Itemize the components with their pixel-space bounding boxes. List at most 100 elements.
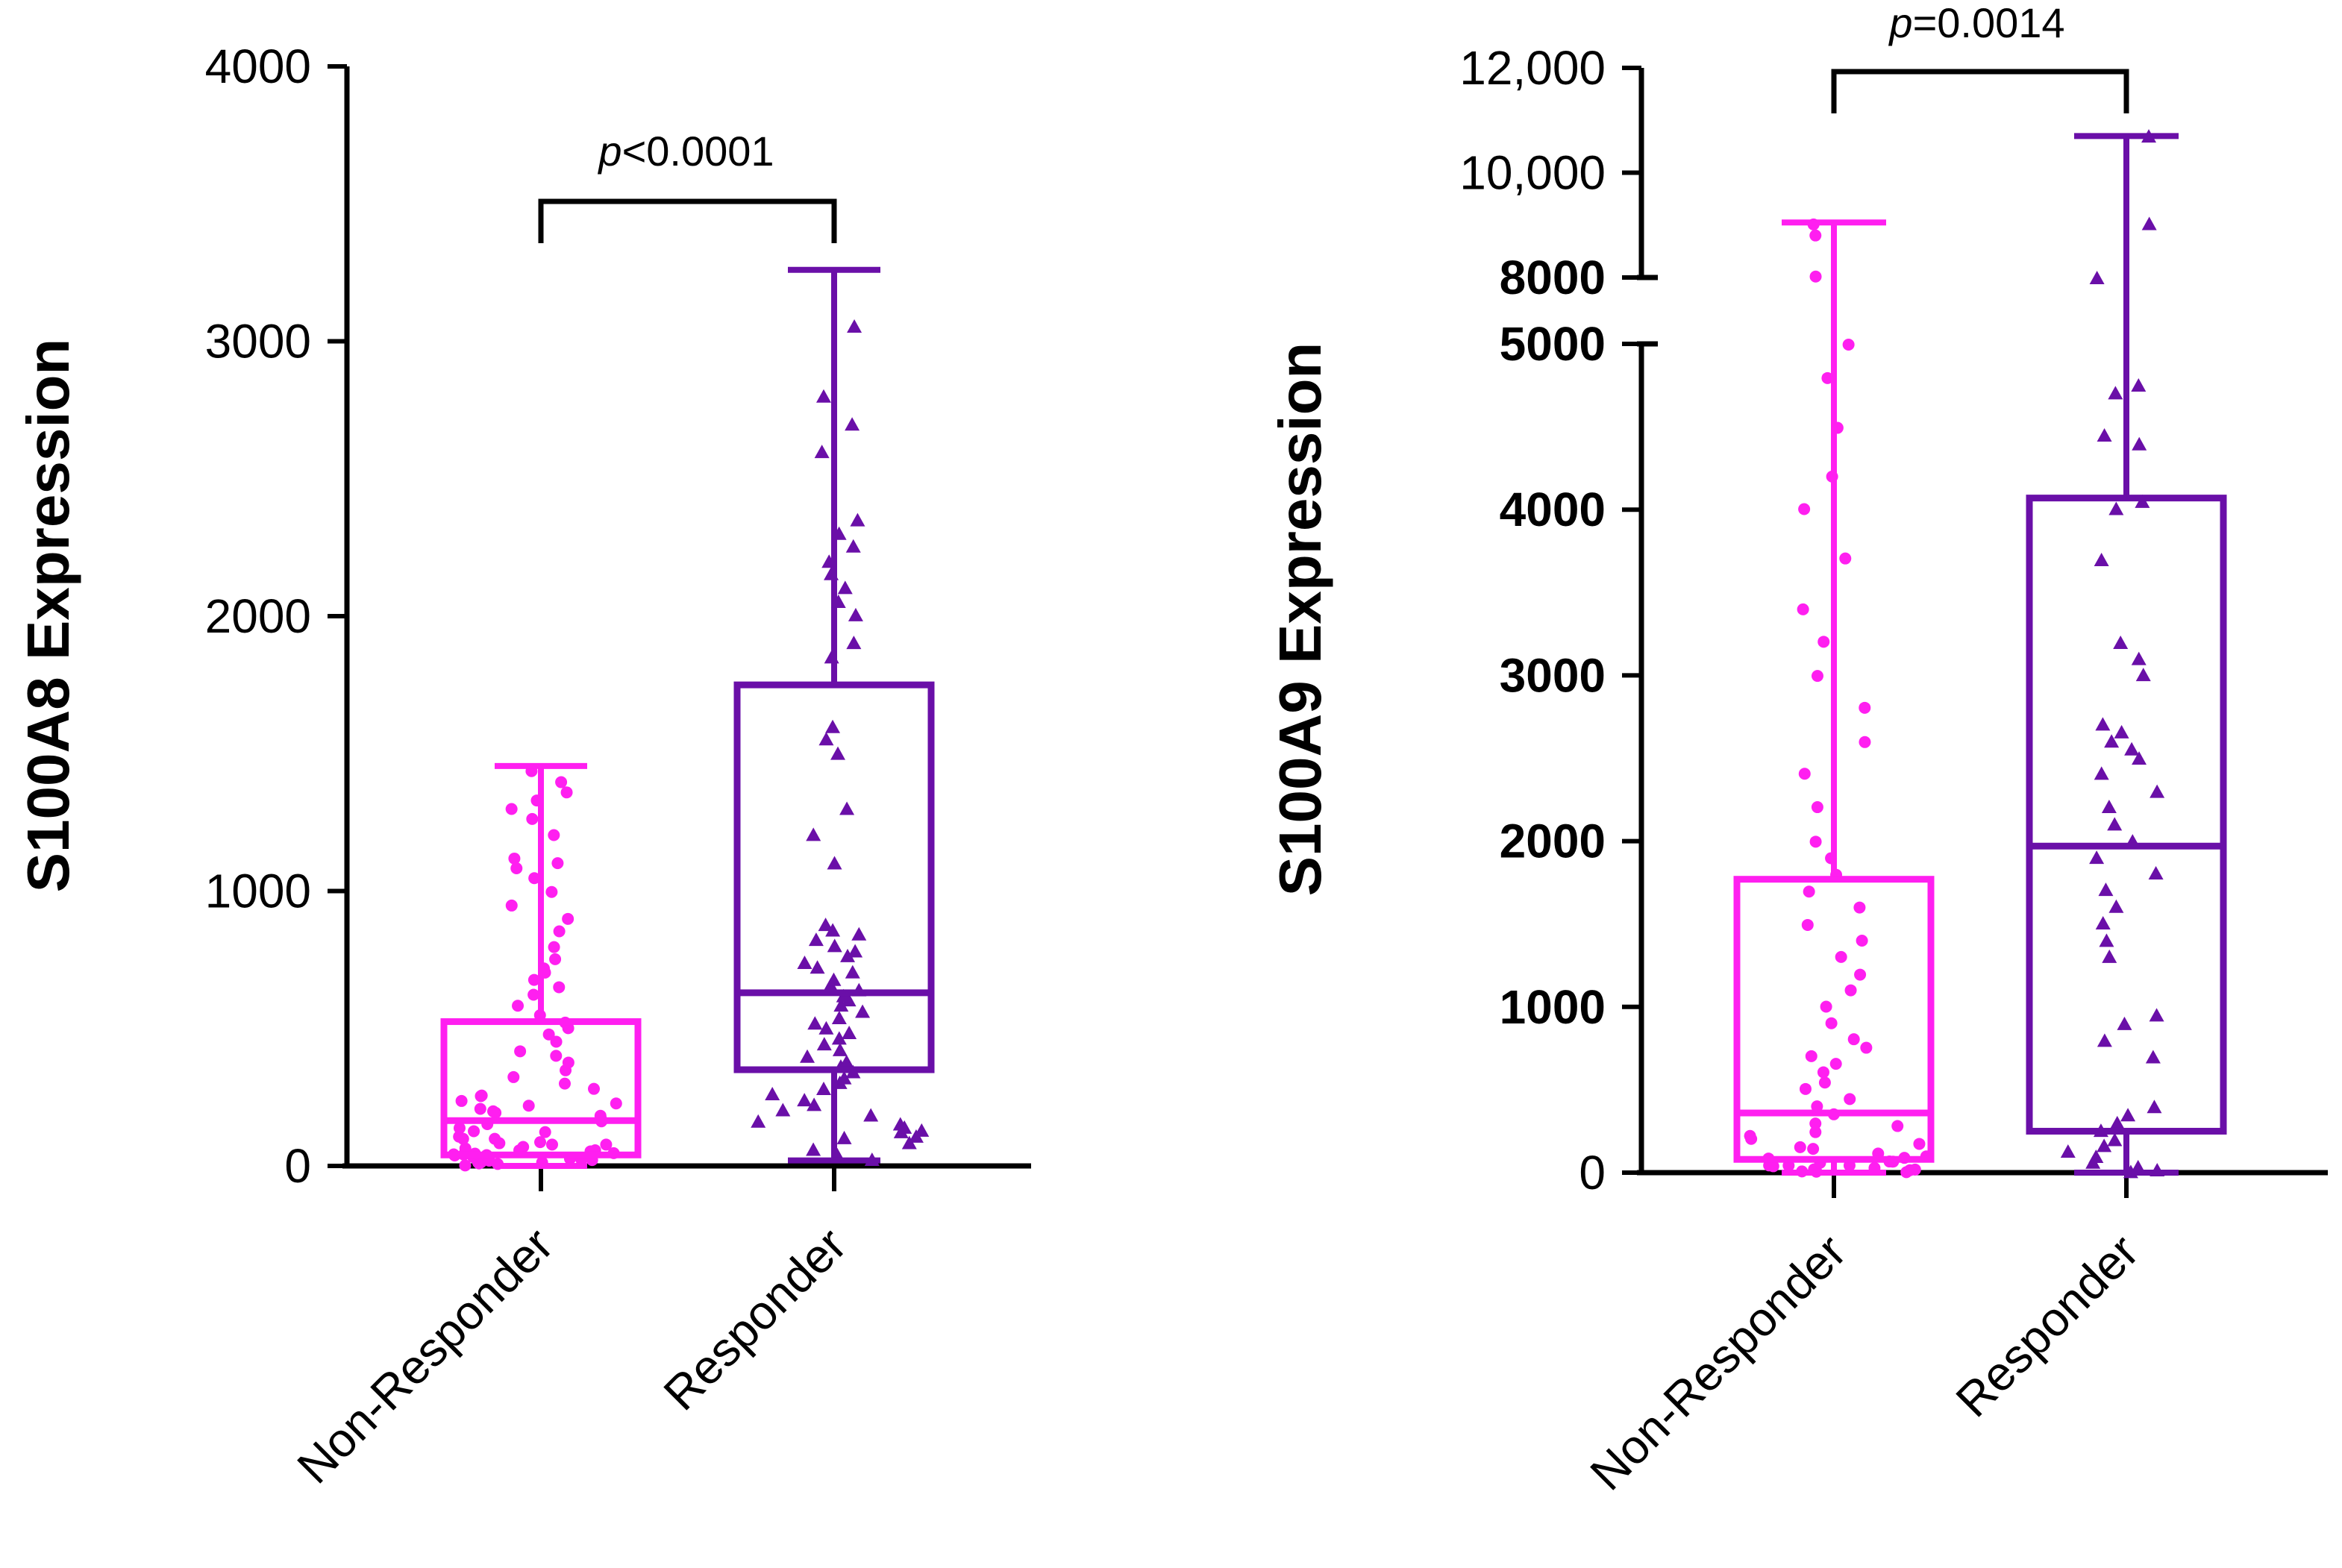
s100a9-responder-point	[2094, 766, 2109, 780]
s100a8-non-responder-point	[528, 872, 541, 885]
s100a8-y-tick-label: 1000	[205, 865, 311, 918]
s100a8-responder-point	[751, 1114, 766, 1128]
s100a8-responder-point	[815, 1081, 831, 1095]
s100a9-non-responder-point	[1807, 1143, 1820, 1155]
s100a8-responder-point	[831, 1031, 847, 1045]
s100a9-non-responder-point	[1809, 270, 1822, 283]
s100a8-non-responder-point	[522, 1100, 535, 1112]
s100a8-p-value: p<0.0001	[597, 128, 774, 175]
s100a9-non-responder-point	[1913, 1138, 1926, 1150]
s100a9-p-italic: p	[1888, 0, 1912, 46]
s100a8-responder-point	[839, 1054, 854, 1068]
s100a9-non-responder-point	[1859, 701, 1871, 714]
s100a8-responder-point	[827, 938, 842, 953]
s100a8-non-responder-point	[610, 1097, 622, 1110]
s100a8-responder-box	[733, 681, 935, 1073]
s100a9-non-responder-point	[1829, 1058, 1842, 1070]
s100a8-non-responder-point	[489, 1132, 501, 1145]
s100a9-category-label: Responder	[1946, 1224, 2149, 1427]
s100a8-non-responder-point	[455, 1094, 468, 1107]
s100a8-y-tick-label: 2000	[205, 589, 311, 643]
s100a8-non-responder-point	[550, 1035, 563, 1048]
s100a8-non-responder-point	[526, 812, 539, 825]
s100a8-non-responder-point	[459, 1142, 472, 1155]
s100a9-non-responder-point	[1818, 1076, 1831, 1089]
s100a8-non-responder-point	[453, 1130, 466, 1143]
s100a8-category-label: Non-Responder	[287, 1217, 563, 1493]
s100a8-responder-point	[816, 1037, 832, 1051]
s100a8-non-responder-point	[507, 1070, 520, 1083]
s100a9-responder-point	[2088, 1150, 2104, 1164]
s100a8-non-responder-point	[548, 941, 560, 953]
s100a9-responder-point	[2124, 741, 2140, 756]
s100a8-responder-point	[839, 801, 855, 815]
s100a8-responder-point	[846, 636, 862, 650]
s100a8-responder-point	[830, 746, 846, 760]
s100a9-non-responder-point	[1847, 1033, 1860, 1046]
s100a8-responder-point	[818, 1020, 834, 1035]
s100a8-responder-point	[810, 960, 825, 974]
s100a8-responder-point	[800, 1049, 815, 1063]
s100a8-non-responder-point	[475, 1089, 488, 1102]
s100a8-non-responder-point	[487, 1105, 500, 1117]
s100a9-y-tick-label: 0	[1579, 1146, 1606, 1199]
s100a8-responder-point	[845, 965, 860, 979]
s100a8-p-text: <0.0001	[622, 128, 774, 175]
s100a8-responder-point	[833, 998, 849, 1012]
s100a9-non-responder-point	[1860, 1041, 1873, 1054]
s100a9-non-responder-point	[1817, 1066, 1829, 1079]
s100a9-non-responder-box	[1733, 876, 1935, 1163]
s100a9-responder-point	[2098, 882, 2114, 897]
s100a9-responder-point	[2109, 1115, 2125, 1129]
s100a8-responder-point	[863, 1108, 879, 1122]
s100a8-non-responder-point	[548, 829, 560, 841]
s100a9-panel: S100A9 Expression p=0.0014 0 1000 2000 3000…	[1267, 0, 2328, 1500]
s100a9-responder-point	[2149, 1008, 2164, 1022]
s100a8-non-responder-point	[542, 1028, 555, 1041]
s100a8-panel: S100A8 Expression p<0.0001 0 1000 2000 3000…	[15, 40, 1031, 1493]
s100a8-non-responder-point	[545, 885, 558, 898]
s100a8-non-responder-point	[505, 899, 518, 912]
s100a9-non-responder-point	[1817, 636, 1830, 648]
s100a8-responder-point	[845, 417, 860, 431]
s100a8-responder-point	[806, 1142, 821, 1156]
s100a8-responder-point	[797, 1093, 813, 1107]
s100a9-non-responder-point	[1809, 1126, 1822, 1138]
s100a9-y-tick-label: 5000	[1500, 317, 1606, 371]
s100a9-non-responder-point	[1798, 503, 1811, 515]
s100a9-p-text: =0.0014	[1913, 0, 2065, 46]
s100a9-y-tick-label: 10,000	[1459, 146, 1606, 200]
s100a9-category-label: Non-Responder	[1580, 1224, 1856, 1500]
s100a8-category-label: Responder	[654, 1217, 857, 1420]
s100a9-responder-point	[2150, 784, 2165, 798]
s100a9-y-axis-label: S100A9 Expression	[1267, 342, 1333, 897]
s100a8-y-tick-label: 4000	[205, 40, 311, 93]
s100a8-responder-point	[825, 923, 841, 937]
s100a8-non-responder-point	[453, 1122, 466, 1135]
s100a9-responder-point	[2107, 817, 2123, 831]
s100a9-non-responder-point	[1835, 950, 1847, 963]
s100a8-responder-point	[845, 539, 861, 553]
s100a9-non-responder-point	[1797, 603, 1809, 615]
s100a8-responder-point	[848, 944, 863, 958]
s100a8-non-responder-box	[440, 1018, 642, 1158]
s100a9-responder-point	[2089, 271, 2105, 285]
s100a8-responder-point	[855, 1004, 871, 1018]
s100a8-responder-point	[836, 1070, 852, 1085]
s100a8-responder-point	[851, 926, 867, 941]
s100a9-non-responder-point	[1854, 968, 1867, 981]
s100a9-responder-point	[2120, 1108, 2136, 1122]
s100a9-responder-point	[2108, 501, 2124, 515]
s100a9-responder-point	[2148, 865, 2164, 879]
s100a8-responder-point	[832, 1042, 848, 1056]
s100a8-y-axis-label: S100A8 Expression	[15, 339, 81, 893]
s100a8-non-responder-point	[508, 852, 521, 865]
s100a9-non-responder-point	[1811, 1100, 1823, 1113]
s100a9-responder-point	[2107, 1132, 2123, 1147]
s100a8-responder-point	[814, 445, 830, 459]
s100a9-responder-point	[2141, 216, 2157, 231]
s100a8-non-responder-point	[545, 1138, 558, 1151]
s100a9-non-responder-point	[1820, 1000, 1832, 1013]
s100a8-responder-point	[808, 932, 824, 947]
s100a9-responder-point	[2102, 949, 2117, 963]
